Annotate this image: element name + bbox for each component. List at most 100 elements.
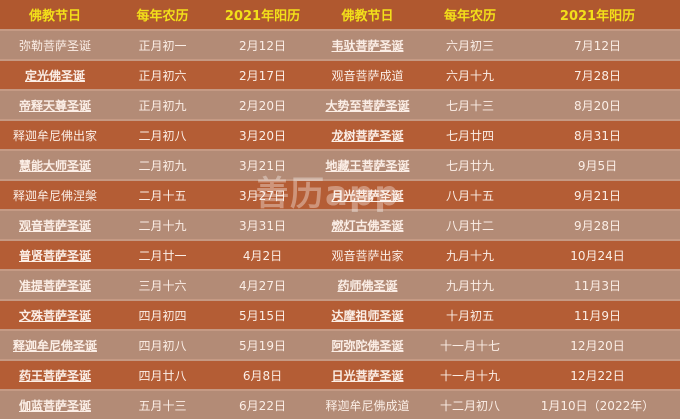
table-row: 慧能大师圣诞 二月初九 3月21日 地藏王菩萨圣诞 七月廿九 9月5日 [0,149,680,180]
lunar-date-cell: 十一月十七 [425,329,515,360]
table-row: 帝释天尊圣诞 正月初九 2月20日 大势至菩萨圣诞 七月十三 8月20日 [0,89,680,120]
lunar-date-cell: 正月初一 [110,29,215,60]
lunar-date-cell: 三月十六 [110,269,215,300]
table-row: 释迦牟尼佛涅槃 二月十五 3月27日 月光菩萨圣诞 八月十五 9月21日 [0,179,680,210]
festival-name: 弥勒菩萨圣诞 [18,38,91,53]
solar-date-cell: 3月21日 [215,149,310,180]
lunar-date-cell: 七月廿九 [425,149,515,180]
lunar-date-cell: 八月十五 [425,179,515,210]
solar-date-cell: 8月20日 [515,89,680,120]
solar-date-cell: 7月12日 [515,29,680,60]
festival-link[interactable]: 文殊菩萨圣诞 [18,308,91,323]
festival-name: 释迦牟尼佛涅槃 [12,188,97,203]
festival-link[interactable]: 帝释天尊圣诞 [18,98,91,113]
festival-link[interactable]: 准提菩萨圣诞 [18,278,91,293]
lunar-date-cell: 十月初五 [425,299,515,330]
solar-date-cell: 9月28日 [515,209,680,240]
watermark: 善历app [255,174,400,214]
lunar-date-cell: 六月初三 [425,29,515,60]
festival-link[interactable]: 释迦牟尼佛圣诞 [12,338,97,353]
table-row: 观音菩萨圣诞 二月十九 3月31日 燃灯古佛圣诞 八月廿二 9月28日 [0,209,680,240]
festival-link[interactable]: 达摩祖师圣诞 [331,308,404,323]
festival-name-cell: 观音菩萨出家 [310,239,425,270]
solar-date-cell: 1月10日（2022年） [515,389,680,419]
lunar-date-cell: 七月十三 [425,89,515,120]
table-row: 释迦牟尼佛圣诞 四月初八 5月19日 阿弥陀佛圣诞 十一月十七 12月20日 [0,329,680,360]
festival-link[interactable]: 月光菩萨圣诞 [331,188,404,203]
header-solar: 2021年阳历 [215,0,310,30]
festival-name: 观音菩萨出家 [331,248,404,263]
festival-name-cell: 帝释天尊圣诞 [0,89,110,120]
lunar-date-cell: 十二月初八 [425,389,515,419]
festival-name-cell: 释迦牟尼佛出家 [0,119,110,150]
solar-date-cell: 2月20日 [215,89,310,120]
header-lunar: 每年农历 [110,0,215,30]
solar-date-cell: 9月21日 [515,179,680,210]
solar-date-cell: 12月22日 [515,359,680,390]
festival-link[interactable]: 伽蓝菩萨圣诞 [18,398,91,413]
lunar-date-cell: 四月廿八 [110,359,215,390]
festival-name-cell: 药师佛圣诞 [310,269,425,300]
festival-name-cell: 弥勒菩萨圣诞 [0,29,110,60]
festival-name-cell: 普贤菩萨圣诞 [0,239,110,270]
festival-link[interactable]: 药王菩萨圣诞 [18,368,91,383]
header-lunar: 每年农历 [425,0,515,30]
lunar-date-cell: 七月廿四 [425,119,515,150]
solar-date-cell: 5月19日 [215,329,310,360]
festival-name-cell: 观音菩萨圣诞 [0,209,110,240]
table-row: 释迦牟尼佛出家 二月初八 3月20日 龙树菩萨圣诞 七月廿四 8月31日 [0,119,680,150]
festival-link[interactable]: 药师佛圣诞 [337,278,398,293]
festival-name-cell: 燃灯古佛圣诞 [310,209,425,240]
festival-link[interactable]: 燃灯古佛圣诞 [331,218,404,233]
lunar-date-cell: 正月初六 [110,59,215,90]
festival-name-cell: 定光佛圣诞 [0,59,110,90]
lunar-date-cell: 九月廿九 [425,269,515,300]
festival-link[interactable]: 地藏王菩萨圣诞 [325,158,410,173]
festival-link[interactable]: 慧能大师圣诞 [18,158,91,173]
solar-date-cell: 12月20日 [515,329,680,360]
festival-name-cell: 文殊菩萨圣诞 [0,299,110,330]
solar-date-cell: 10月24日 [515,239,680,270]
lunar-date-cell: 二月初九 [110,149,215,180]
festival-link[interactable]: 普贤菩萨圣诞 [18,248,91,263]
festival-link[interactable]: 龙树菩萨圣诞 [331,128,404,143]
festival-name-cell: 月光菩萨圣诞 [310,179,425,210]
table-row: 药王菩萨圣诞 四月廿八 6月8日 日光菩萨圣诞 十一月十九 12月22日 [0,359,680,390]
festival-name-cell: 准提菩萨圣诞 [0,269,110,300]
table-row: 弥勒菩萨圣诞 正月初一 2月12日 韦驮菩萨圣诞 六月初三 7月12日 [0,29,680,60]
festival-link[interactable]: 大势至菩萨圣诞 [325,98,410,113]
festival-name-cell: 伽蓝菩萨圣诞 [0,389,110,419]
solar-date-cell: 6月8日 [215,359,310,390]
festival-name: 释迦牟尼佛出家 [12,128,97,143]
festival-name-cell: 韦驮菩萨圣诞 [310,29,425,60]
solar-date-cell: 5月15日 [215,299,310,330]
lunar-date-cell: 二月十五 [110,179,215,210]
festival-link[interactable]: 韦驮菩萨圣诞 [331,38,404,53]
festival-name-cell: 观音菩萨成道 [310,59,425,90]
table-row: 定光佛圣诞 正月初六 2月17日 观音菩萨成道 六月十九 7月28日 [0,59,680,90]
solar-date-cell: 9月5日 [515,149,680,180]
solar-date-cell: 4月27日 [215,269,310,300]
lunar-date-cell: 二月十九 [110,209,215,240]
festival-name: 释迦牟尼佛成道 [325,398,410,413]
festival-name-cell: 释迦牟尼佛涅槃 [0,179,110,210]
lunar-date-cell: 二月初八 [110,119,215,150]
lunar-date-cell: 四月初八 [110,329,215,360]
solar-date-cell: 3月27日 [215,179,310,210]
festival-name-cell: 阿弥陀佛圣诞 [310,329,425,360]
festival-link[interactable]: 日光菩萨圣诞 [331,368,404,383]
lunar-date-cell: 六月十九 [425,59,515,90]
lunar-date-cell: 九月十九 [425,239,515,270]
solar-date-cell: 7月28日 [515,59,680,90]
festival-link[interactable]: 定光佛圣诞 [24,68,85,83]
festival-name-cell: 慧能大师圣诞 [0,149,110,180]
table-row: 准提菩萨圣诞 三月十六 4月27日 药师佛圣诞 九月廿九 11月3日 [0,269,680,300]
header-festival: 佛教节日 [310,0,425,30]
festival-link[interactable]: 观音菩萨圣诞 [18,218,91,233]
festival-link[interactable]: 阿弥陀佛圣诞 [331,338,404,353]
solar-date-cell: 3月31日 [215,209,310,240]
lunar-date-cell: 五月十三 [110,389,215,419]
table-row: 文殊菩萨圣诞 四月初四 5月15日 达摩祖师圣诞 十月初五 11月9日 [0,299,680,330]
festival-name-cell: 释迦牟尼佛圣诞 [0,329,110,360]
